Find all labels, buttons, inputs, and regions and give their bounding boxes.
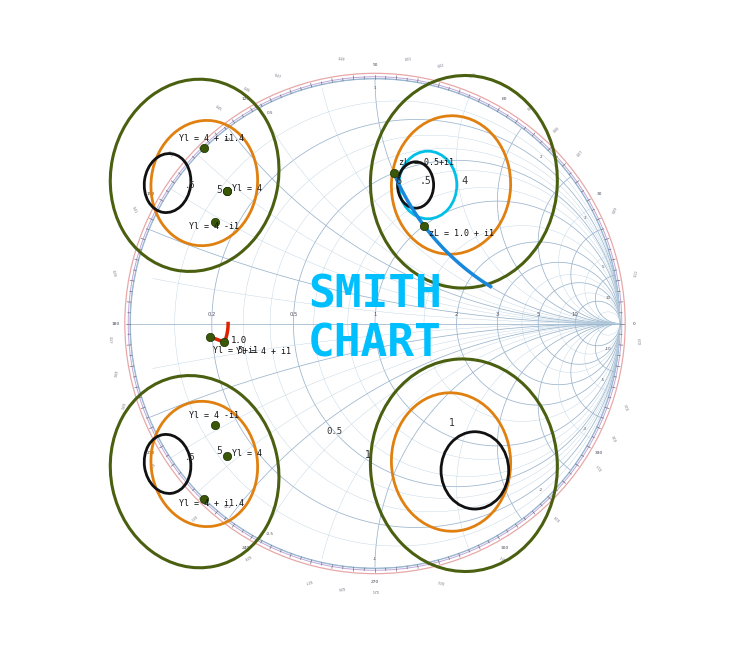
Text: 10: 10 <box>572 312 579 317</box>
Text: Yl = 5+i1: Yl = 5+i1 <box>213 346 258 355</box>
Text: .5: .5 <box>420 176 432 186</box>
Text: -0.2: -0.2 <box>224 505 232 509</box>
Text: 180: 180 <box>112 322 120 325</box>
Text: -2: -2 <box>539 488 543 492</box>
Text: 0.5: 0.5 <box>267 111 273 115</box>
Text: Yl = 4 -i1: Yl = 4 -i1 <box>190 222 239 231</box>
Text: 0.45: 0.45 <box>214 104 223 112</box>
Text: .5: .5 <box>185 453 196 462</box>
Text: -5: -5 <box>601 378 605 382</box>
Text: 60: 60 <box>502 97 507 101</box>
Text: 0.23: 0.23 <box>437 578 446 584</box>
Text: 2: 2 <box>455 312 458 317</box>
Text: 270: 270 <box>370 580 379 584</box>
Text: 5: 5 <box>217 446 223 456</box>
Text: 0.33: 0.33 <box>147 462 154 470</box>
Text: 0.19: 0.19 <box>553 514 561 521</box>
Text: zL = 0.5+i1: zL = 0.5+i1 <box>399 158 454 167</box>
Text: 300: 300 <box>500 546 508 550</box>
Text: 0.16: 0.16 <box>613 433 619 441</box>
Text: 0.11: 0.11 <box>634 270 639 278</box>
Text: 0.27: 0.27 <box>304 578 313 584</box>
Text: 0.07: 0.07 <box>576 150 584 158</box>
Text: 0.02: 0.02 <box>437 63 446 69</box>
Text: 0.05: 0.05 <box>527 104 536 112</box>
Text: -10: -10 <box>605 347 612 351</box>
Text: 330: 330 <box>596 451 604 455</box>
Text: 240: 240 <box>242 546 250 550</box>
Text: -0.5: -0.5 <box>266 532 274 536</box>
Text: 0.03: 0.03 <box>469 73 477 80</box>
Text: 0.13: 0.13 <box>638 336 643 344</box>
Text: 0.26: 0.26 <box>338 585 346 590</box>
Text: 90: 90 <box>372 63 378 67</box>
Text: 3: 3 <box>584 216 586 221</box>
Text: 0.01: 0.01 <box>404 57 412 62</box>
Text: 0.37: 0.37 <box>107 336 112 344</box>
Text: -3: -3 <box>584 426 587 431</box>
Text: .5: .5 <box>185 181 196 190</box>
Text: 0.31: 0.31 <box>189 514 197 521</box>
Text: 0: 0 <box>632 322 635 325</box>
Text: 0.15: 0.15 <box>625 402 631 410</box>
Text: 0.25: 0.25 <box>371 587 379 591</box>
Text: 6: 6 <box>395 176 402 186</box>
Text: 1.0: 1.0 <box>231 336 248 345</box>
Text: 0.2: 0.2 <box>225 138 232 142</box>
Text: 0.17: 0.17 <box>596 462 603 470</box>
Text: 0.09: 0.09 <box>612 206 619 214</box>
Text: 1: 1 <box>448 419 454 428</box>
Text: 0.41: 0.41 <box>131 206 137 214</box>
Text: 0.36: 0.36 <box>111 369 116 377</box>
Text: Yl = 4: Yl = 4 <box>232 448 262 457</box>
Text: Yl = 4 + i1.4: Yl = 4 + i1.4 <box>178 134 244 143</box>
Text: 10: 10 <box>606 296 611 300</box>
Text: zL = 1.0 + i1: zL = 1.0 + i1 <box>429 229 494 238</box>
Text: Yl = 4 + i1: Yl = 4 + i1 <box>236 347 291 356</box>
Text: 3: 3 <box>496 312 499 317</box>
Text: 5: 5 <box>602 265 604 269</box>
Text: 0.21: 0.21 <box>499 553 507 560</box>
Text: 5: 5 <box>536 312 540 317</box>
Text: 0.39: 0.39 <box>111 270 116 278</box>
Text: 0.5: 0.5 <box>290 312 298 317</box>
Text: 0.49: 0.49 <box>338 57 346 62</box>
Text: 2: 2 <box>540 155 542 159</box>
Text: 210: 210 <box>146 451 154 455</box>
Text: 1: 1 <box>365 450 371 460</box>
Text: -1: -1 <box>373 556 377 560</box>
Text: 0.35: 0.35 <box>119 402 125 410</box>
Text: 0.43: 0.43 <box>166 150 174 158</box>
Text: 0.47: 0.47 <box>273 73 281 80</box>
Text: 0.46: 0.46 <box>243 87 251 94</box>
Text: 1: 1 <box>374 87 376 91</box>
Text: 0.29: 0.29 <box>243 553 251 560</box>
Text: 0.2: 0.2 <box>208 312 216 317</box>
Text: Yl = 4: Yl = 4 <box>232 184 262 193</box>
Text: 5: 5 <box>217 185 223 195</box>
Text: 1: 1 <box>374 312 376 317</box>
Text: CHART: CHART <box>308 323 442 366</box>
Text: SMITH: SMITH <box>308 273 442 316</box>
Text: 4: 4 <box>461 176 467 186</box>
Text: 30: 30 <box>596 192 602 196</box>
Text: 120: 120 <box>242 97 250 101</box>
Text: 0.06: 0.06 <box>553 126 561 133</box>
Text: 0.5: 0.5 <box>326 426 342 435</box>
Text: 150: 150 <box>146 192 155 196</box>
Text: Yl = 4 + i1.4: Yl = 4 + i1.4 <box>178 499 244 508</box>
Text: Yl = 4 -i1: Yl = 4 -i1 <box>190 411 239 420</box>
